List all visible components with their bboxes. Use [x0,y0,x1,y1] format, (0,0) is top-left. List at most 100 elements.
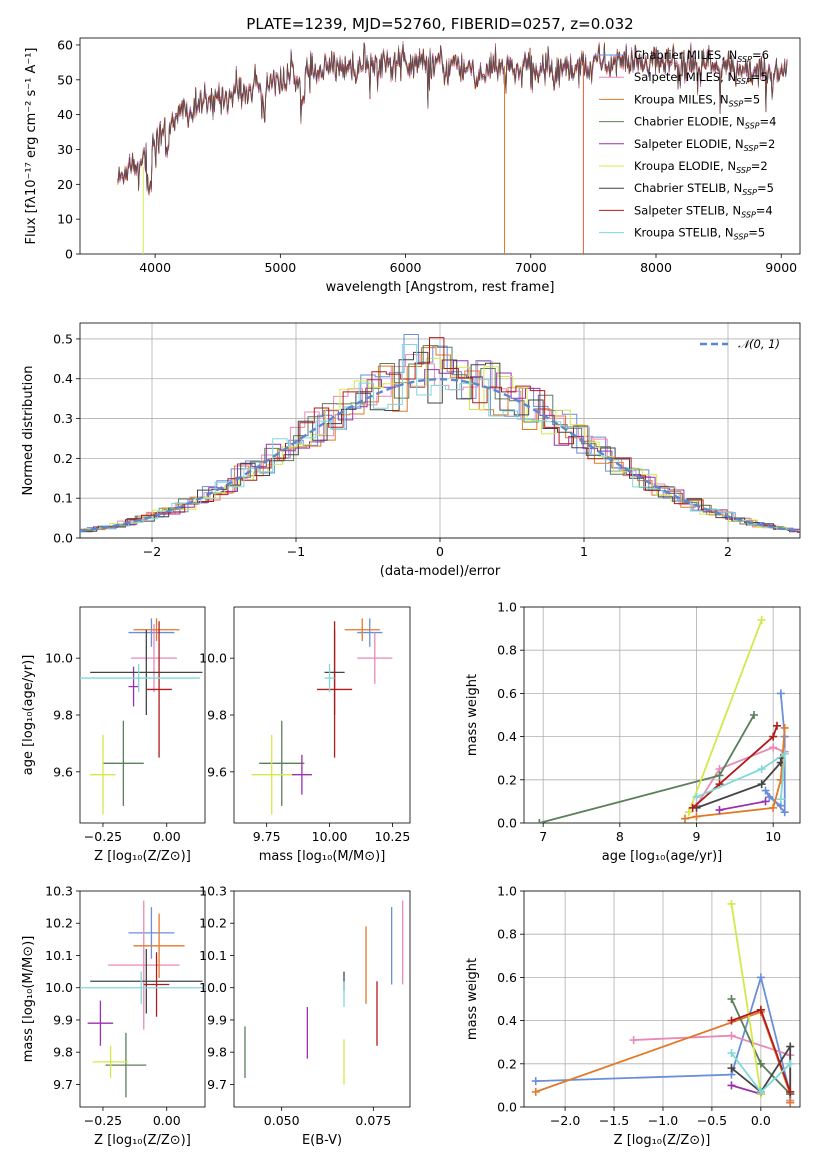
mass-weight-line [687,619,763,813]
x-tick-label: 7 [539,829,547,844]
legend-subscript: SSP [736,77,751,86]
legend-count: =2 [758,137,775,151]
legend-subscript: SSP [737,55,752,64]
legend-label: Chabrier MILES, NSSP=6 [634,48,769,64]
mass-weight-line [730,903,762,1095]
mass-weight-marker [776,795,785,804]
y-tick-label: 9.8 [53,708,73,723]
x-tick-label: 2 [724,544,732,559]
mass-weight-marker [727,1081,736,1090]
mass-weight-marker [756,1087,765,1096]
y-tick-label: 0.2 [497,772,517,787]
legend-subscript: SSP [734,233,749,242]
mass-weight-marker [531,1087,540,1096]
y-tick-label: 0.0 [53,531,73,546]
mass-weight-marker [761,797,770,806]
y-tick-label: 10.1 [199,948,227,963]
y-axis-label: Flux [fλ10⁻¹⁷ erg cm⁻² s⁻¹ A⁻¹] [24,48,39,245]
y-tick-label: 0.0 [497,1100,517,1115]
y-tick-label: 10.2 [199,916,227,931]
x-tick-label: 6000 [390,260,422,275]
x-tick-label: −2.0 [550,1113,580,1128]
histogram-step [82,351,800,532]
x-tick-label: 8000 [640,260,672,275]
legend-subscript: SSP [729,99,744,108]
x-tick-label: 0.0 [751,1113,771,1128]
x-axis-label: mass [log₁₀(M/M⊙)] [259,849,386,864]
x-tick-label: −1.5 [599,1113,629,1128]
axes-frame [523,606,801,824]
legend-subscript: SSP [741,210,756,219]
histogram-step [85,344,800,532]
x-axis-label: E(B-V) [302,1133,342,1148]
x-tick-label: 4000 [139,260,171,275]
y-tick-label: 10.0 [45,980,73,995]
mass-weight-marker [727,1064,736,1073]
mass-weight-marker [756,973,765,982]
weight-vs-metallicity-panel: −2.0 −1.5 −1.0 −0.5 0.0 0.0 0.2 0.4 0.6 0.8 1.0 Z [… [465,884,801,1148]
y-tick-label: 10.1 [45,948,73,963]
legend-label: Kroupa STELIB, NSSP=5 [634,226,765,242]
y-tick-label: 0.0 [497,816,517,831]
y-tick-label: 9.9 [53,1012,73,1027]
x-tick-label: 5000 [264,260,296,275]
mass-weight-marker [629,1036,638,1045]
y-axis-label: mass [log₁₀(M/M⊙)] [21,936,36,1063]
x-tick-label: 9.75 [253,829,281,844]
mass-weight-marker [769,803,778,812]
y-tick-label: 0.8 [497,927,517,942]
mass-vs-ebv-panel: 0.050 0.075 9.7 9.8 9.9 10.0 10.1 10.2 10.3 E(B-V… [199,884,411,1148]
x-tick-label: 0.00 [153,1113,181,1128]
mass-weight-marker [727,1016,736,1025]
spectrum-panel: 4000 5000 6000 7000 8000 9000 0 10 20 30 40 50 60 wav… [24,37,801,295]
legend-label: Chabrier ELODIE, NSSP=4 [634,115,776,131]
mass-weight-line [731,1084,762,1095]
x-axis-label: Z [log₁₀(Z/Z⊙)] [94,849,191,864]
y-tick-label: 9.9 [207,1012,227,1027]
x-tick-label: −0.5 [697,1113,727,1128]
x-tick-label: 1 [580,544,588,559]
mass-weight-marker [786,1042,795,1051]
y-tick-label: 9.6 [53,764,73,779]
legend-subscript: SSP [736,166,751,175]
y-tick-label: 10.0 [199,651,227,666]
x-axis-label: Z [log₁₀(Z/Z⊙)] [94,1133,191,1148]
mass-weight-marker [756,1059,765,1068]
histogram-step [83,337,800,533]
mass-vs-metallicity-panel: −0.25 0.00 9.7 9.8 9.9 10.0 10.1 10.2 10.3 Z [log… [21,884,206,1148]
histogram-step [80,354,800,532]
mass-weight-marker [761,786,770,795]
plot-area [80,618,203,815]
mass-weight-line [719,800,766,811]
x-tick-label: −1.0 [648,1113,678,1128]
x-tick-label: 0.00 [153,829,181,844]
plot-area [251,618,393,815]
plot-area [80,900,205,1098]
plot-area [535,615,789,823]
x-tick-label: −2 [143,544,161,559]
y-tick-label: 9.8 [207,708,227,723]
plot-area [117,41,788,254]
x-tick-label: 10.25 [375,829,411,844]
legend-count: =2 [751,159,768,173]
mass-weight-marker [780,749,789,758]
legend-label: Chabrier STELIB, NSSP=5 [634,181,774,197]
mass-weight-marker [776,775,785,784]
legend-count: =5 [757,181,774,195]
axes-frame [233,890,411,1108]
legend-label: Salpeter STELIB, NSSP=4 [634,203,773,219]
mass-weight-marker [715,806,724,815]
histogram-step [80,334,800,532]
y-axis-label: age [log₁₀(age/yr)] [21,655,36,776]
legend-subscript: SSP [745,122,760,131]
mass-weight-marker [757,615,766,624]
legend-count: =5 [748,226,765,240]
mass-weight-line [695,746,786,807]
mass-weight-marker [688,803,697,812]
mass-weight-marker [715,771,724,780]
x-tick-label: 7000 [515,260,547,275]
legend-subscript: SSP [742,188,757,197]
y-tick-label: 0.6 [497,970,517,985]
mass-weight-marker [786,1087,795,1096]
